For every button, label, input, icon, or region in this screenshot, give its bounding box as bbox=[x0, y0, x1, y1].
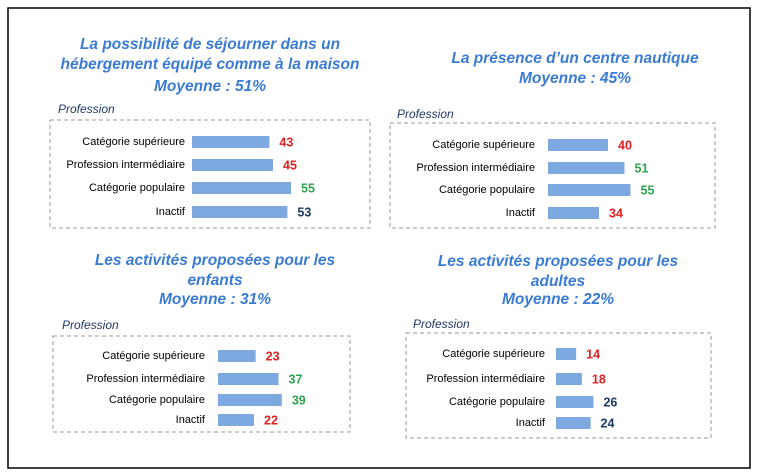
value-label: 37 bbox=[289, 372, 303, 386]
category-label: Catégorie supérieure bbox=[442, 348, 545, 360]
category-label: Catégorie populaire bbox=[109, 394, 205, 406]
category-label: Profession intermédiaire bbox=[86, 373, 205, 385]
chart-subtitle: Moyenne : 22% bbox=[502, 291, 614, 308]
group-label: Profession bbox=[62, 318, 119, 332]
bar bbox=[556, 373, 582, 385]
bar bbox=[218, 414, 254, 426]
category-label: Inactif bbox=[506, 207, 536, 219]
dashed-box bbox=[52, 335, 351, 433]
bar bbox=[548, 184, 631, 196]
chart-title: hébergement équipé comme à la maison bbox=[61, 56, 360, 73]
category-label: Catégorie populaire bbox=[89, 182, 185, 194]
chart-title: enfants bbox=[187, 272, 243, 289]
chart-title: adultes bbox=[531, 273, 586, 290]
value-label: 26 bbox=[603, 395, 617, 409]
category-label: Catégorie populaire bbox=[449, 396, 545, 408]
group-label: Profession bbox=[58, 102, 115, 116]
frame bbox=[7, 7, 751, 469]
bar bbox=[192, 182, 291, 194]
value-label: 45 bbox=[283, 158, 297, 172]
category-label: Catégorie supérieure bbox=[82, 136, 185, 148]
value-label: 24 bbox=[601, 416, 615, 430]
chart-title: La possibilité de séjourner dans un bbox=[80, 36, 340, 53]
value-label: 34 bbox=[609, 206, 623, 220]
category-label: Catégorie supérieure bbox=[432, 139, 535, 151]
bar bbox=[218, 394, 282, 406]
value-label: 40 bbox=[618, 138, 632, 152]
category-label: Profession intermédiaire bbox=[66, 159, 185, 171]
dashed-box bbox=[49, 119, 371, 229]
category-label: Inactif bbox=[176, 414, 206, 426]
chart-subtitle: Moyenne : 45% bbox=[519, 70, 631, 87]
bar bbox=[548, 207, 599, 219]
value-label: 23 bbox=[266, 349, 280, 363]
bar bbox=[556, 348, 577, 360]
category-label: Profession intermédiaire bbox=[426, 373, 545, 385]
bar bbox=[218, 350, 256, 362]
value-label: 43 bbox=[279, 135, 293, 149]
bar bbox=[192, 206, 288, 218]
category-label: Catégorie populaire bbox=[439, 184, 535, 196]
value-label: 39 bbox=[292, 393, 306, 407]
value-label: 14 bbox=[586, 347, 600, 361]
chart-title: La présence d’un centre nautique bbox=[451, 50, 699, 67]
category-label: Profession intermédiaire bbox=[416, 162, 535, 174]
value-label: 55 bbox=[301, 181, 315, 195]
bar bbox=[556, 417, 591, 429]
value-label: 18 bbox=[592, 372, 606, 386]
group-label: Profession bbox=[413, 317, 470, 331]
dashed-box bbox=[405, 332, 712, 439]
bar bbox=[192, 136, 270, 148]
value-label: 22 bbox=[264, 413, 278, 427]
bar bbox=[556, 396, 594, 408]
chart-title: Les activités proposées pour les bbox=[95, 252, 336, 269]
chart-subtitle: Moyenne : 31% bbox=[159, 291, 271, 308]
chart-subtitle: Moyenne : 51% bbox=[154, 78, 266, 95]
category-label: Inactif bbox=[516, 417, 546, 429]
bar bbox=[548, 162, 625, 174]
chart-title: Les activités proposées pour les bbox=[438, 253, 679, 270]
value-label: 53 bbox=[297, 205, 311, 219]
group-label: Profession bbox=[397, 107, 454, 121]
bar bbox=[218, 373, 279, 385]
category-label: Catégorie supérieure bbox=[102, 350, 205, 362]
value-label: 51 bbox=[635, 161, 649, 175]
value-label: 55 bbox=[641, 183, 655, 197]
dashed-box bbox=[389, 122, 716, 229]
category-label: Inactif bbox=[156, 206, 186, 218]
bar bbox=[192, 159, 273, 171]
bar bbox=[548, 139, 608, 151]
